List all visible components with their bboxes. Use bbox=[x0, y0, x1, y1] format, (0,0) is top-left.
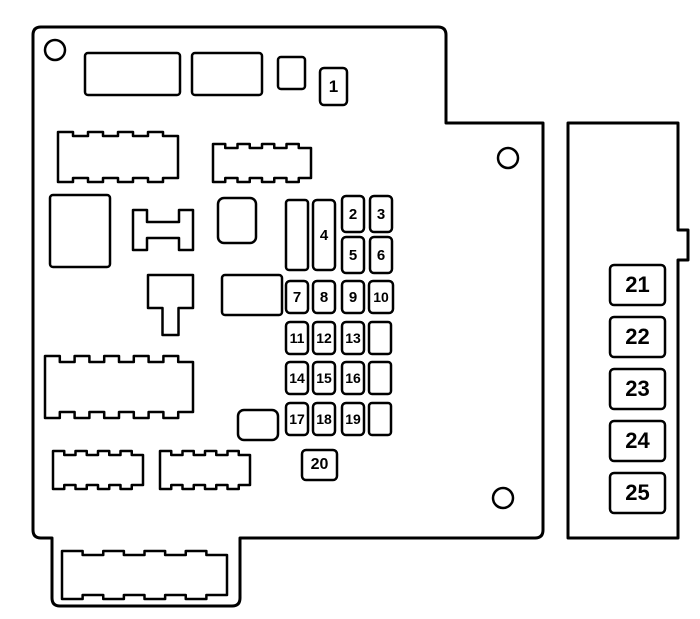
fuse-slot-14: 14 bbox=[286, 362, 308, 394]
fuse-slot-7: 7 bbox=[286, 281, 308, 313]
fuse-slot-3: 3 bbox=[370, 196, 392, 232]
fuse-slot-17: 17 bbox=[286, 403, 308, 435]
fuse-slot-22: 22 bbox=[610, 317, 665, 357]
fuse-slot-1: 1 bbox=[320, 68, 347, 105]
fuse-slot-20: 20 bbox=[302, 450, 337, 480]
fuse-slot-19: 19 bbox=[342, 403, 364, 435]
fuse-slot-21: 21 bbox=[610, 265, 665, 305]
fuse-slot-11: 11 bbox=[286, 322, 308, 354]
fuse-slot-10: 10 bbox=[369, 281, 393, 313]
fuse-slot-2: 2 bbox=[342, 196, 364, 232]
fuse-slot-8: 8 bbox=[313, 281, 335, 313]
fuse-slot-15: 15 bbox=[313, 362, 335, 394]
fuse-slot-5: 5 bbox=[342, 237, 364, 273]
fuse-slot-13: 13 bbox=[342, 322, 364, 354]
fuse-slot-12: 12 bbox=[313, 322, 335, 354]
fuse-slot-9: 9 bbox=[342, 281, 364, 313]
fuse-slot-25: 25 bbox=[610, 473, 665, 513]
fuse-slot-23: 23 bbox=[610, 369, 665, 409]
fuse-slot-4: 4 bbox=[313, 200, 335, 270]
fusebox-diagram: 1234567891011121314151617181920212223242… bbox=[0, 0, 700, 619]
fuse-slot-18: 18 bbox=[313, 403, 335, 435]
fuse-slot-16: 16 bbox=[342, 362, 364, 394]
fuse-slot-24: 24 bbox=[610, 421, 665, 461]
fuse-slot-6: 6 bbox=[370, 237, 392, 273]
